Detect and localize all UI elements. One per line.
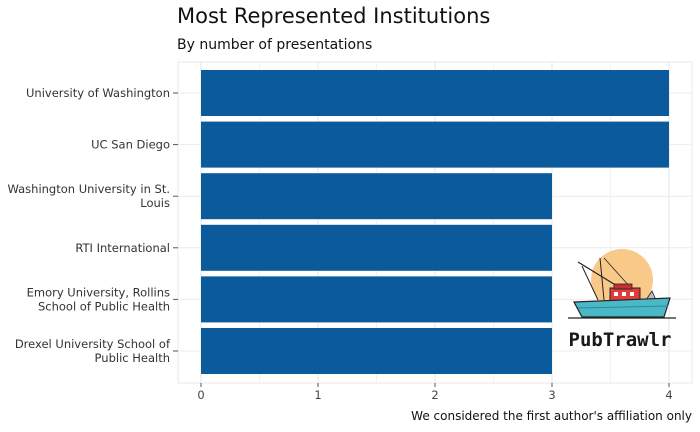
y-tick-label: Louis [140,196,170,210]
x-tick-label: 1 [314,388,321,402]
chart-subtitle: By number of presentations [177,37,373,53]
x-tick-label: 0 [197,388,204,402]
y-tick-label: University of Washington [26,86,170,100]
y-tick-label: Public Health [95,351,170,365]
bar [201,328,552,374]
bar [201,173,552,220]
x-tick-label: 3 [548,388,555,402]
fishing-boat-icon [568,249,676,319]
y-tick-label: Emory University, Rollins [27,285,170,299]
x-tick-label: 4 [665,388,672,402]
y-axis-labels: University of Washington UC San Diego Wash… [7,86,178,365]
chart-title: Most Represented Institutions [177,4,491,28]
bar [201,70,669,116]
bar [201,276,552,323]
bar [201,224,552,271]
y-tick-label: UC San Diego [91,138,170,152]
x-tick-label: 2 [431,388,438,402]
chart-caption: We considered the first author's affilia… [411,409,692,423]
logo-text: PubTrawlr [569,329,672,351]
bar [201,121,669,168]
x-axis-ticks: 0 1 2 3 4 [197,383,673,402]
y-tick-label: Drexel University School of [15,337,171,351]
y-tick-label: RTI International [75,241,170,255]
bars [201,70,669,374]
pubtrawlr-logo: PubTrawlr [568,249,676,351]
y-tick-label: Washington University in St. [7,182,170,196]
y-tick-label: School of Public Health [38,299,170,313]
